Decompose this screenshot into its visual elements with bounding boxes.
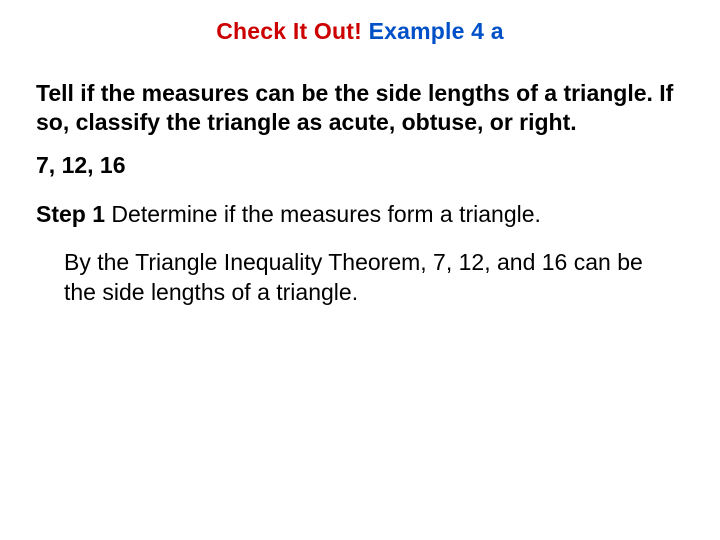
given-values: 7, 12, 16 xyxy=(36,152,684,179)
slide: Check It Out! Example 4 a Tell if the me… xyxy=(0,0,720,540)
prompt-text: Tell if the measures can be the side len… xyxy=(36,79,684,138)
explanation-text: By the Triangle Inequality Theorem, 7, 1… xyxy=(64,248,644,308)
step-line: Step 1 Determine if the measures form a … xyxy=(36,201,684,228)
step-text: Determine if the measures form a triangl… xyxy=(111,201,541,227)
title-blue: Example 4 a xyxy=(369,18,504,44)
slide-title: Check It Out! Example 4 a xyxy=(36,18,684,45)
step-label: Step 1 xyxy=(36,201,105,227)
title-red: Check It Out! xyxy=(216,18,362,44)
